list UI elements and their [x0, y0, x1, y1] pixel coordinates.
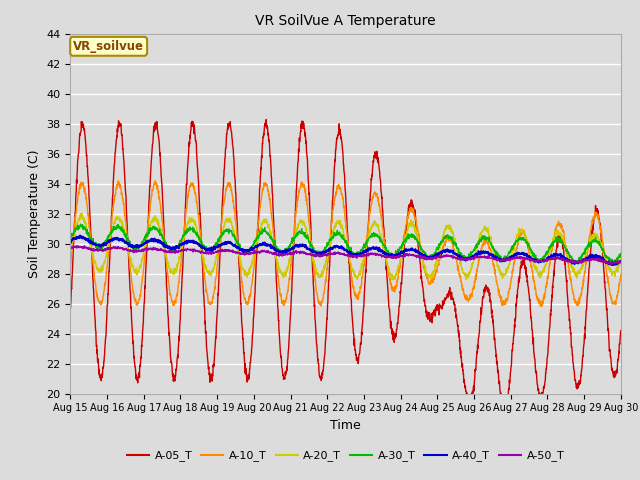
A-50_T: [568, 259, 576, 264]
Line: A-30_T: A-30_T: [70, 224, 621, 264]
Line: A-10_T: A-10_T: [70, 181, 621, 306]
A-10_T: [569, 288, 577, 294]
A-20_T: [506, 257, 514, 263]
Line: A-40_T: A-40_T: [70, 236, 621, 265]
A-30_T: [362, 242, 369, 248]
A-10_T: [617, 272, 625, 277]
Title: VR SoilVue A Temperature: VR SoilVue A Temperature: [255, 14, 436, 28]
A-40_T: [617, 259, 625, 264]
A-50_T: [72, 243, 80, 249]
A-40_T: [568, 260, 576, 265]
A-50_T: [374, 251, 381, 256]
A-20_T: [362, 248, 369, 253]
A-40_T: [584, 255, 591, 261]
A-05_T: [362, 267, 369, 273]
A-40_T: [76, 233, 84, 239]
A-05_T: [617, 328, 625, 334]
A-40_T: [374, 247, 381, 252]
A-10_T: [537, 303, 545, 309]
A-05_T: [220, 174, 228, 180]
A-20_T: [617, 255, 625, 261]
A-50_T: [584, 257, 591, 263]
A-40_T: [220, 242, 228, 248]
Line: A-50_T: A-50_T: [70, 246, 621, 264]
A-40_T: [362, 249, 369, 254]
A-05_T: [262, 117, 270, 122]
A-50_T: [617, 259, 625, 264]
A-20_T: [584, 246, 592, 252]
A-50_T: [220, 248, 228, 254]
A-10_T: [374, 195, 381, 201]
A-30_T: [77, 221, 84, 227]
A-30_T: [584, 244, 592, 250]
A-10_T: [67, 265, 74, 271]
A-20_T: [569, 263, 577, 269]
A-10_T: [506, 286, 513, 292]
A-10_T: [115, 178, 122, 184]
A-05_T: [569, 352, 577, 358]
A-50_T: [608, 261, 616, 267]
A-20_T: [374, 225, 381, 230]
A-50_T: [362, 252, 369, 258]
A-30_T: [67, 236, 74, 241]
A-50_T: [506, 256, 513, 262]
Y-axis label: Soil Temperature (C): Soil Temperature (C): [28, 149, 41, 278]
A-30_T: [568, 256, 576, 262]
Text: VR_soilvue: VR_soilvue: [73, 40, 144, 53]
Legend: A-05_T, A-10_T, A-20_T, A-30_T, A-40_T, A-50_T: A-05_T, A-10_T, A-20_T, A-30_T, A-40_T, …: [122, 446, 569, 466]
A-05_T: [500, 408, 508, 414]
A-40_T: [608, 262, 616, 268]
A-05_T: [584, 283, 592, 289]
A-20_T: [77, 211, 85, 216]
A-30_T: [220, 228, 228, 234]
A-20_T: [390, 277, 397, 283]
A-10_T: [584, 247, 592, 253]
A-30_T: [374, 232, 381, 238]
A-40_T: [67, 239, 74, 245]
A-30_T: [617, 251, 625, 256]
A-20_T: [220, 223, 228, 228]
A-50_T: [67, 246, 74, 252]
A-40_T: [506, 254, 513, 260]
A-10_T: [362, 246, 369, 252]
A-05_T: [506, 377, 514, 383]
A-30_T: [506, 250, 513, 255]
A-05_T: [67, 305, 74, 311]
A-30_T: [571, 261, 579, 267]
Line: A-05_T: A-05_T: [70, 120, 621, 411]
X-axis label: Time: Time: [330, 419, 361, 432]
A-05_T: [374, 158, 381, 164]
Line: A-20_T: A-20_T: [70, 214, 621, 280]
A-20_T: [67, 248, 74, 253]
A-10_T: [220, 196, 228, 202]
